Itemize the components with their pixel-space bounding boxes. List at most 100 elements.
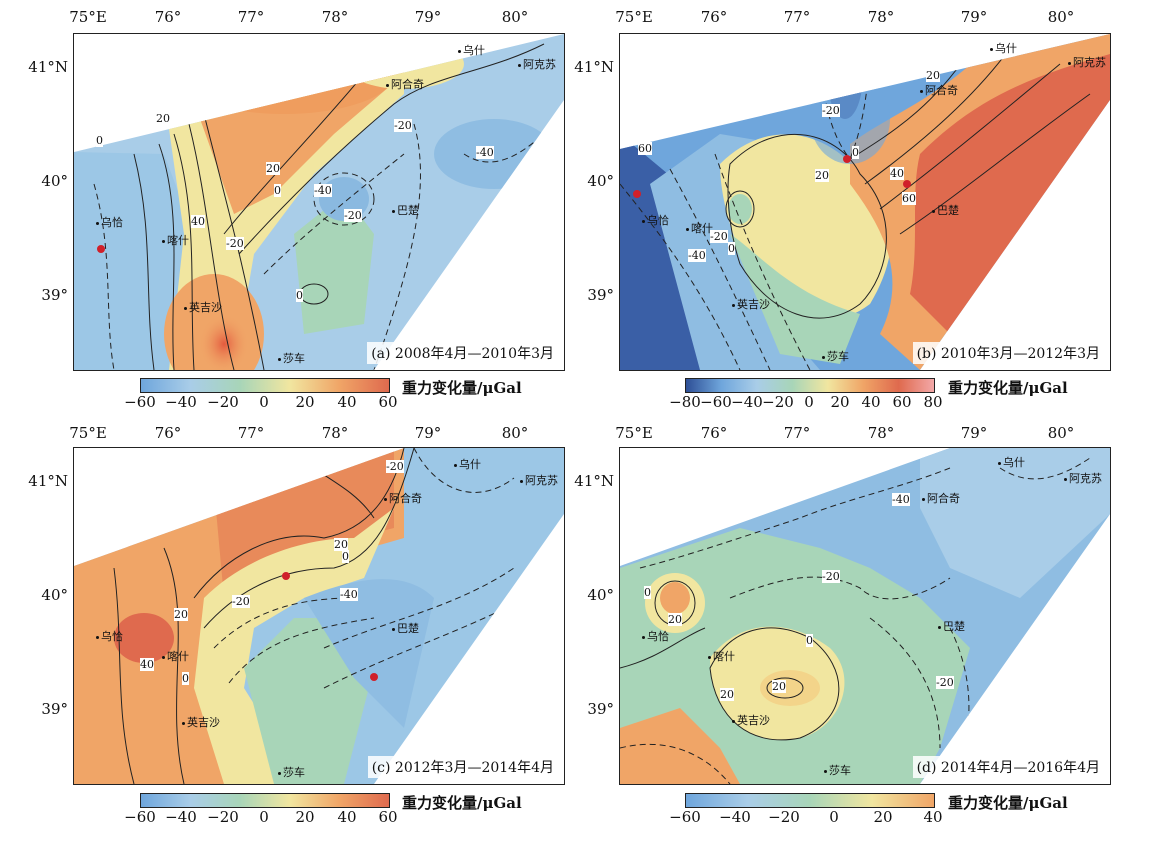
contour-label: 0	[96, 134, 103, 147]
contour-label: -20	[936, 676, 954, 689]
lon-label: 75°E	[615, 424, 653, 442]
contour-label: -20	[226, 237, 244, 250]
lat-label: 39°	[587, 700, 614, 718]
colorbar-c	[140, 793, 390, 808]
lon-label: 79°	[960, 8, 988, 26]
panel-caption: (a) 2008年4月—2010年3月	[367, 342, 558, 364]
lat-label: 40°	[587, 586, 614, 604]
contour-label: 20	[266, 162, 280, 175]
colorbar-b	[685, 378, 935, 393]
contour-label: 20	[720, 688, 734, 701]
lat-label: 41°N	[574, 58, 614, 76]
lon-label: 77°	[783, 424, 811, 442]
city-label: 乌什	[458, 42, 485, 58]
map-b	[620, 34, 1110, 370]
contour-label: 0	[342, 550, 349, 563]
lon-label: 78°	[867, 8, 895, 26]
contour-label: 40	[191, 215, 205, 228]
contour-label: -20	[822, 570, 840, 583]
map-d	[620, 448, 1110, 784]
lon-label: 75°E	[69, 8, 107, 26]
city-label: 阿克苏	[1064, 470, 1102, 486]
lat-label: 40°	[41, 172, 68, 190]
contour-label: -20	[394, 119, 412, 132]
panel-caption: (b) 2010年3月—2012年3月	[912, 342, 1104, 364]
contour-label: 0	[806, 634, 813, 647]
contour-label: 0	[182, 672, 189, 685]
city-label: 阿合奇	[922, 490, 960, 506]
city-label: 喀什	[162, 232, 189, 248]
lat-label: 40°	[587, 172, 614, 190]
city-label: 乌什	[454, 456, 481, 472]
city-label: 阿克苏	[1068, 54, 1106, 70]
city-label: 乌什	[998, 454, 1025, 470]
contour-label: 20	[174, 608, 188, 621]
contour-label: 40	[140, 658, 154, 671]
lon-label: 77°	[237, 8, 265, 26]
panel-c: -20 20 0 -20 -40 20 40 0 乌什 阿克苏 阿合奇 巴楚 乌…	[73, 447, 565, 785]
lon-label: 75°E	[615, 8, 653, 26]
map-a	[74, 34, 564, 370]
contour-label: 20	[772, 680, 786, 693]
lat-label: 39°	[41, 286, 68, 304]
city-label: 乌恰	[96, 214, 123, 230]
colorbar-label: 重力变化量/μGal	[948, 794, 1068, 812]
lon-label: 79°	[960, 424, 988, 442]
city-label: 喀什	[708, 648, 735, 664]
panel-d: 0 20 -40 -20 0 20 20 -20 乌什 阿克苏 阿合奇 巴楚 乌…	[619, 447, 1111, 785]
city-label: 乌什	[990, 40, 1017, 56]
contour-label: 60	[638, 142, 652, 155]
city-label: 巴楚	[938, 618, 965, 634]
city-label: 巴楚	[392, 620, 419, 636]
contour-label: 20	[668, 613, 682, 626]
contour-label: -40	[476, 146, 494, 159]
lon-label: 76°	[700, 8, 728, 26]
colorbar-label: 重力变化量/μGal	[402, 379, 522, 397]
contour-label: -40	[688, 249, 706, 262]
lon-label: 79°	[414, 424, 442, 442]
contour-label: 0	[852, 146, 859, 159]
lon-label: 79°	[414, 8, 442, 26]
city-label: 阿合奇	[920, 82, 958, 98]
city-label: 乌恰	[642, 212, 669, 228]
colorbar-d	[685, 793, 935, 808]
lon-label: 77°	[783, 8, 811, 26]
city-label: 乌恰	[642, 628, 669, 644]
city-label: 乌恰	[96, 628, 123, 644]
lon-label: 76°	[700, 424, 728, 442]
lat-label: 40°	[41, 586, 68, 604]
city-label: 阿克苏	[518, 56, 556, 72]
lon-label: 78°	[321, 424, 349, 442]
contour-label: -40	[340, 588, 358, 601]
lon-label: 80°	[501, 8, 529, 26]
city-label: 莎车	[278, 350, 305, 366]
lat-label: 39°	[587, 286, 614, 304]
contour-label: -20	[232, 595, 250, 608]
city-label: 莎车	[278, 764, 305, 780]
city-label: 阿合奇	[386, 76, 424, 92]
lon-label: 76°	[154, 424, 182, 442]
contour-label: -20	[822, 104, 840, 117]
contour-label: 20	[156, 112, 170, 125]
lon-label: 80°	[1047, 8, 1075, 26]
city-label: 阿克苏	[520, 472, 558, 488]
lon-label: 77°	[237, 424, 265, 442]
lon-label: 78°	[867, 424, 895, 442]
city-label: 巴楚	[932, 202, 959, 218]
lon-label: 78°	[321, 8, 349, 26]
colorbar-a	[140, 378, 390, 393]
map-c	[74, 448, 564, 784]
contour-label: -20	[344, 209, 362, 222]
panel-b: 60 -20 0 20 40 60 -20 -40 0 20 乌什 阿克苏 阿合…	[619, 33, 1111, 371]
lon-label: 76°	[154, 8, 182, 26]
lon-label: 80°	[1047, 424, 1075, 442]
panel-a: 20 0 40 -20 20 0 -40 -20 -20 -40 0 20 乌什…	[73, 33, 565, 371]
colorbar-label: 重力变化量/μGal	[948, 379, 1068, 397]
contour-label: 40	[890, 167, 904, 180]
contour-label: -40	[314, 184, 332, 197]
city-label: 巴楚	[392, 202, 419, 218]
contour-label: -40	[892, 493, 910, 506]
contour-label: 20	[926, 69, 940, 82]
contour-label: -20	[386, 460, 404, 473]
contour-label: 0	[274, 184, 281, 197]
